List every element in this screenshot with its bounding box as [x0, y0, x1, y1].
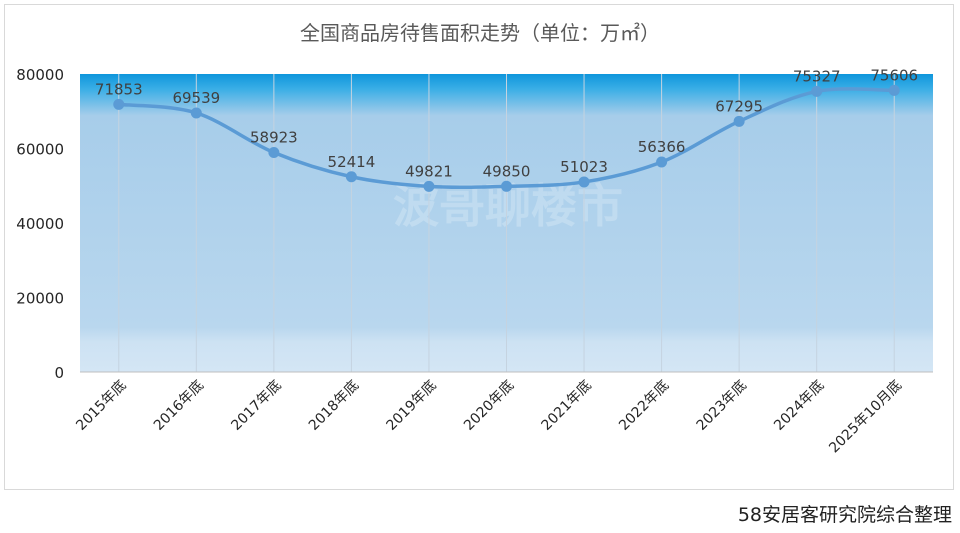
data-point: [501, 180, 512, 192]
data-label: 69539: [172, 89, 220, 107]
data-point: [268, 147, 280, 159]
data-label: 75327: [793, 67, 841, 85]
data-point: [423, 180, 435, 192]
x-tick-label: 2023年底: [694, 378, 750, 434]
data-label: 71853: [95, 80, 143, 98]
y-tick-label: 20000: [16, 290, 64, 308]
data-label: 67295: [715, 97, 763, 115]
data-label: 58923: [250, 129, 298, 147]
x-tick-label: 2022年底: [616, 378, 672, 434]
data-label: 49850: [483, 162, 531, 180]
data-label: 52414: [328, 153, 376, 171]
y-tick-label: 0: [54, 364, 64, 382]
data-point: [733, 115, 745, 127]
chart-title: 全国商品房待售面积走势（单位：万㎡）: [300, 21, 660, 45]
y-tick-label: 40000: [16, 215, 64, 233]
data-label: 75606: [870, 66, 918, 84]
data-label: 49821: [405, 162, 453, 180]
x-tick-label: 2021年底: [539, 378, 595, 434]
data-point: [888, 84, 900, 96]
y-tick-label: 80000: [16, 66, 64, 84]
x-tick-label: 2018年底: [306, 378, 362, 434]
x-tick-label: 2019年底: [383, 378, 439, 434]
x-tick-label: 2020年底: [461, 378, 517, 434]
data-label: 56366: [638, 138, 686, 156]
x-tick-label: 2025年10月底: [826, 378, 905, 457]
data-label: 51023: [560, 158, 608, 176]
data-point: [113, 98, 125, 110]
data-point: [656, 156, 668, 168]
y-tick-label: 60000: [16, 141, 64, 159]
x-tick-label: 2015年底: [73, 378, 129, 434]
data-point: [578, 176, 590, 188]
source-note: 58安居客研究院综合整理: [737, 504, 952, 526]
x-tick-label: 2017年底: [228, 378, 284, 434]
x-tick-label: 2016年底: [151, 378, 207, 434]
x-tick-label: 2024年底: [771, 378, 827, 434]
data-point: [345, 171, 357, 183]
data-point: [811, 85, 823, 97]
data-point: [190, 107, 202, 119]
